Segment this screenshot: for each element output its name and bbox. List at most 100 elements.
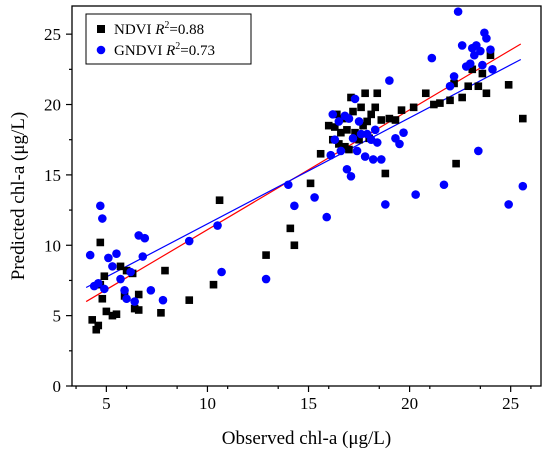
data-point-ndvi <box>478 69 487 78</box>
data-point-gndvi <box>346 171 356 181</box>
x-tick-label: 25 <box>502 394 519 413</box>
data-point-ndvi <box>130 304 139 313</box>
data-point-gndvi <box>116 274 125 284</box>
data-point-ndvi <box>474 82 483 91</box>
data-point-gndvi <box>130 297 139 306</box>
data-point-gndvi <box>158 295 168 305</box>
data-point-gndvi <box>356 129 366 139</box>
data-point-ndvi <box>209 280 218 289</box>
data-point-ndvi <box>381 169 390 178</box>
data-point-gndvi <box>93 278 103 288</box>
data-point-gndvi <box>126 267 135 277</box>
data-point-ndvi <box>355 135 363 144</box>
data-point-gndvi <box>476 46 485 56</box>
data-point-gndvi <box>104 253 113 263</box>
legend-box <box>85 13 252 65</box>
data-point-ndvi <box>100 272 109 281</box>
y-tick-label: 5 <box>53 307 62 326</box>
legend-label-gndvi: GNDVI R2=0.73 <box>114 41 215 59</box>
data-point-gndvi <box>352 146 362 156</box>
legend: NDVI R2=0.88 GNDVI R2=0.73 <box>85 13 252 65</box>
data-point-ndvi <box>185 296 194 304</box>
data-point-gndvi <box>445 81 455 91</box>
data-point-ndvi <box>215 196 224 205</box>
data-point-gndvi <box>261 274 271 284</box>
data-point-gndvi <box>488 65 497 74</box>
data-point-ndvi <box>335 140 343 148</box>
axes-layer: 5 10 15 20 25 0 5 10 15 20 25 <box>44 5 542 413</box>
x-axis-title: Observed chl-a (μg/L) <box>222 428 392 449</box>
data-point-gndvi <box>96 201 105 211</box>
data-point-ndvi <box>341 142 349 151</box>
data-point-ndvi <box>482 89 491 98</box>
data-point-ndvi <box>134 306 143 314</box>
data-point-gndvi <box>310 193 319 202</box>
data-point-gndvi <box>376 155 386 164</box>
data-point-ndvi <box>359 121 367 130</box>
data-point-ndvi <box>397 106 406 114</box>
data-point-gndvi <box>518 181 528 191</box>
data-point-gndvi <box>108 262 117 271</box>
data-point-ndvi <box>94 321 103 330</box>
data-point-gndvi <box>385 76 394 85</box>
data-point-ndvi <box>367 110 375 119</box>
data-point-gndvi <box>453 7 463 16</box>
data-point-gndvi <box>330 135 340 145</box>
data-point-gndvi <box>399 128 408 137</box>
data-point-gndvi <box>457 41 467 50</box>
data-point-ndvi <box>345 145 353 154</box>
data-point-gndvi <box>122 294 131 304</box>
data-point-gndvi <box>370 125 380 135</box>
data-point-ndvi <box>262 251 270 259</box>
data-point-ndvi <box>331 123 339 131</box>
data-point-gndvi <box>427 53 437 63</box>
data-point-ndvi <box>377 116 386 124</box>
y-tick-label: 10 <box>44 236 61 255</box>
data-point-gndvi <box>411 190 420 199</box>
data-point-ndvi <box>349 107 357 116</box>
data-point-ndvi <box>112 310 121 319</box>
data-point-gndvi <box>465 59 475 69</box>
data-point-gndvi <box>112 249 121 259</box>
data-point-gndvi <box>354 117 364 126</box>
data-point-ndvi <box>446 96 454 105</box>
data-point-gndvi <box>322 212 332 222</box>
legend-label-ndvi: NDVI R2=0.88 <box>114 20 204 38</box>
data-point-gndvi <box>368 155 378 164</box>
data-point-ndvi <box>430 100 438 109</box>
data-point-ndvi <box>116 262 125 271</box>
data-point-gndvi <box>372 138 382 147</box>
data-point-ndvi <box>373 89 382 98</box>
data-point-ndvi <box>343 126 351 134</box>
data-point-gndvi <box>360 152 370 161</box>
data-point-gndvi <box>381 200 390 209</box>
data-point-gndvi <box>350 94 360 104</box>
plot-frame <box>71 5 542 387</box>
data-point-gndvi <box>439 180 449 190</box>
data-point-gndvi <box>138 252 148 261</box>
data-point-gndvi <box>85 250 95 260</box>
data-point-ndvi <box>504 81 513 89</box>
data-point-ndvi <box>486 51 495 60</box>
data-point-ndvi <box>351 128 359 137</box>
data-point-ndvi <box>306 179 315 188</box>
y-tick-label: 0 <box>53 377 62 396</box>
fit-line-gndvi <box>85 58 522 289</box>
data-point-ndvi <box>391 116 400 124</box>
data-point-ndvi <box>286 224 295 233</box>
data-point-gndvi <box>504 200 513 209</box>
legend-marker-ndvi <box>97 25 105 33</box>
y-tick-label: 20 <box>44 96 61 115</box>
data-point-gndvi <box>469 50 479 60</box>
data-point-gndvi <box>334 117 344 126</box>
data-point-ndvi <box>88 316 97 324</box>
data-point-ndvi <box>361 89 369 98</box>
data-point-gndvi <box>449 72 459 81</box>
y-tick-label: 25 <box>44 25 61 44</box>
data-point-gndvi <box>478 60 487 70</box>
data-point-ndvi <box>324 121 333 130</box>
y-tick-label: 15 <box>44 166 61 185</box>
data-point-ndvi <box>337 128 345 137</box>
